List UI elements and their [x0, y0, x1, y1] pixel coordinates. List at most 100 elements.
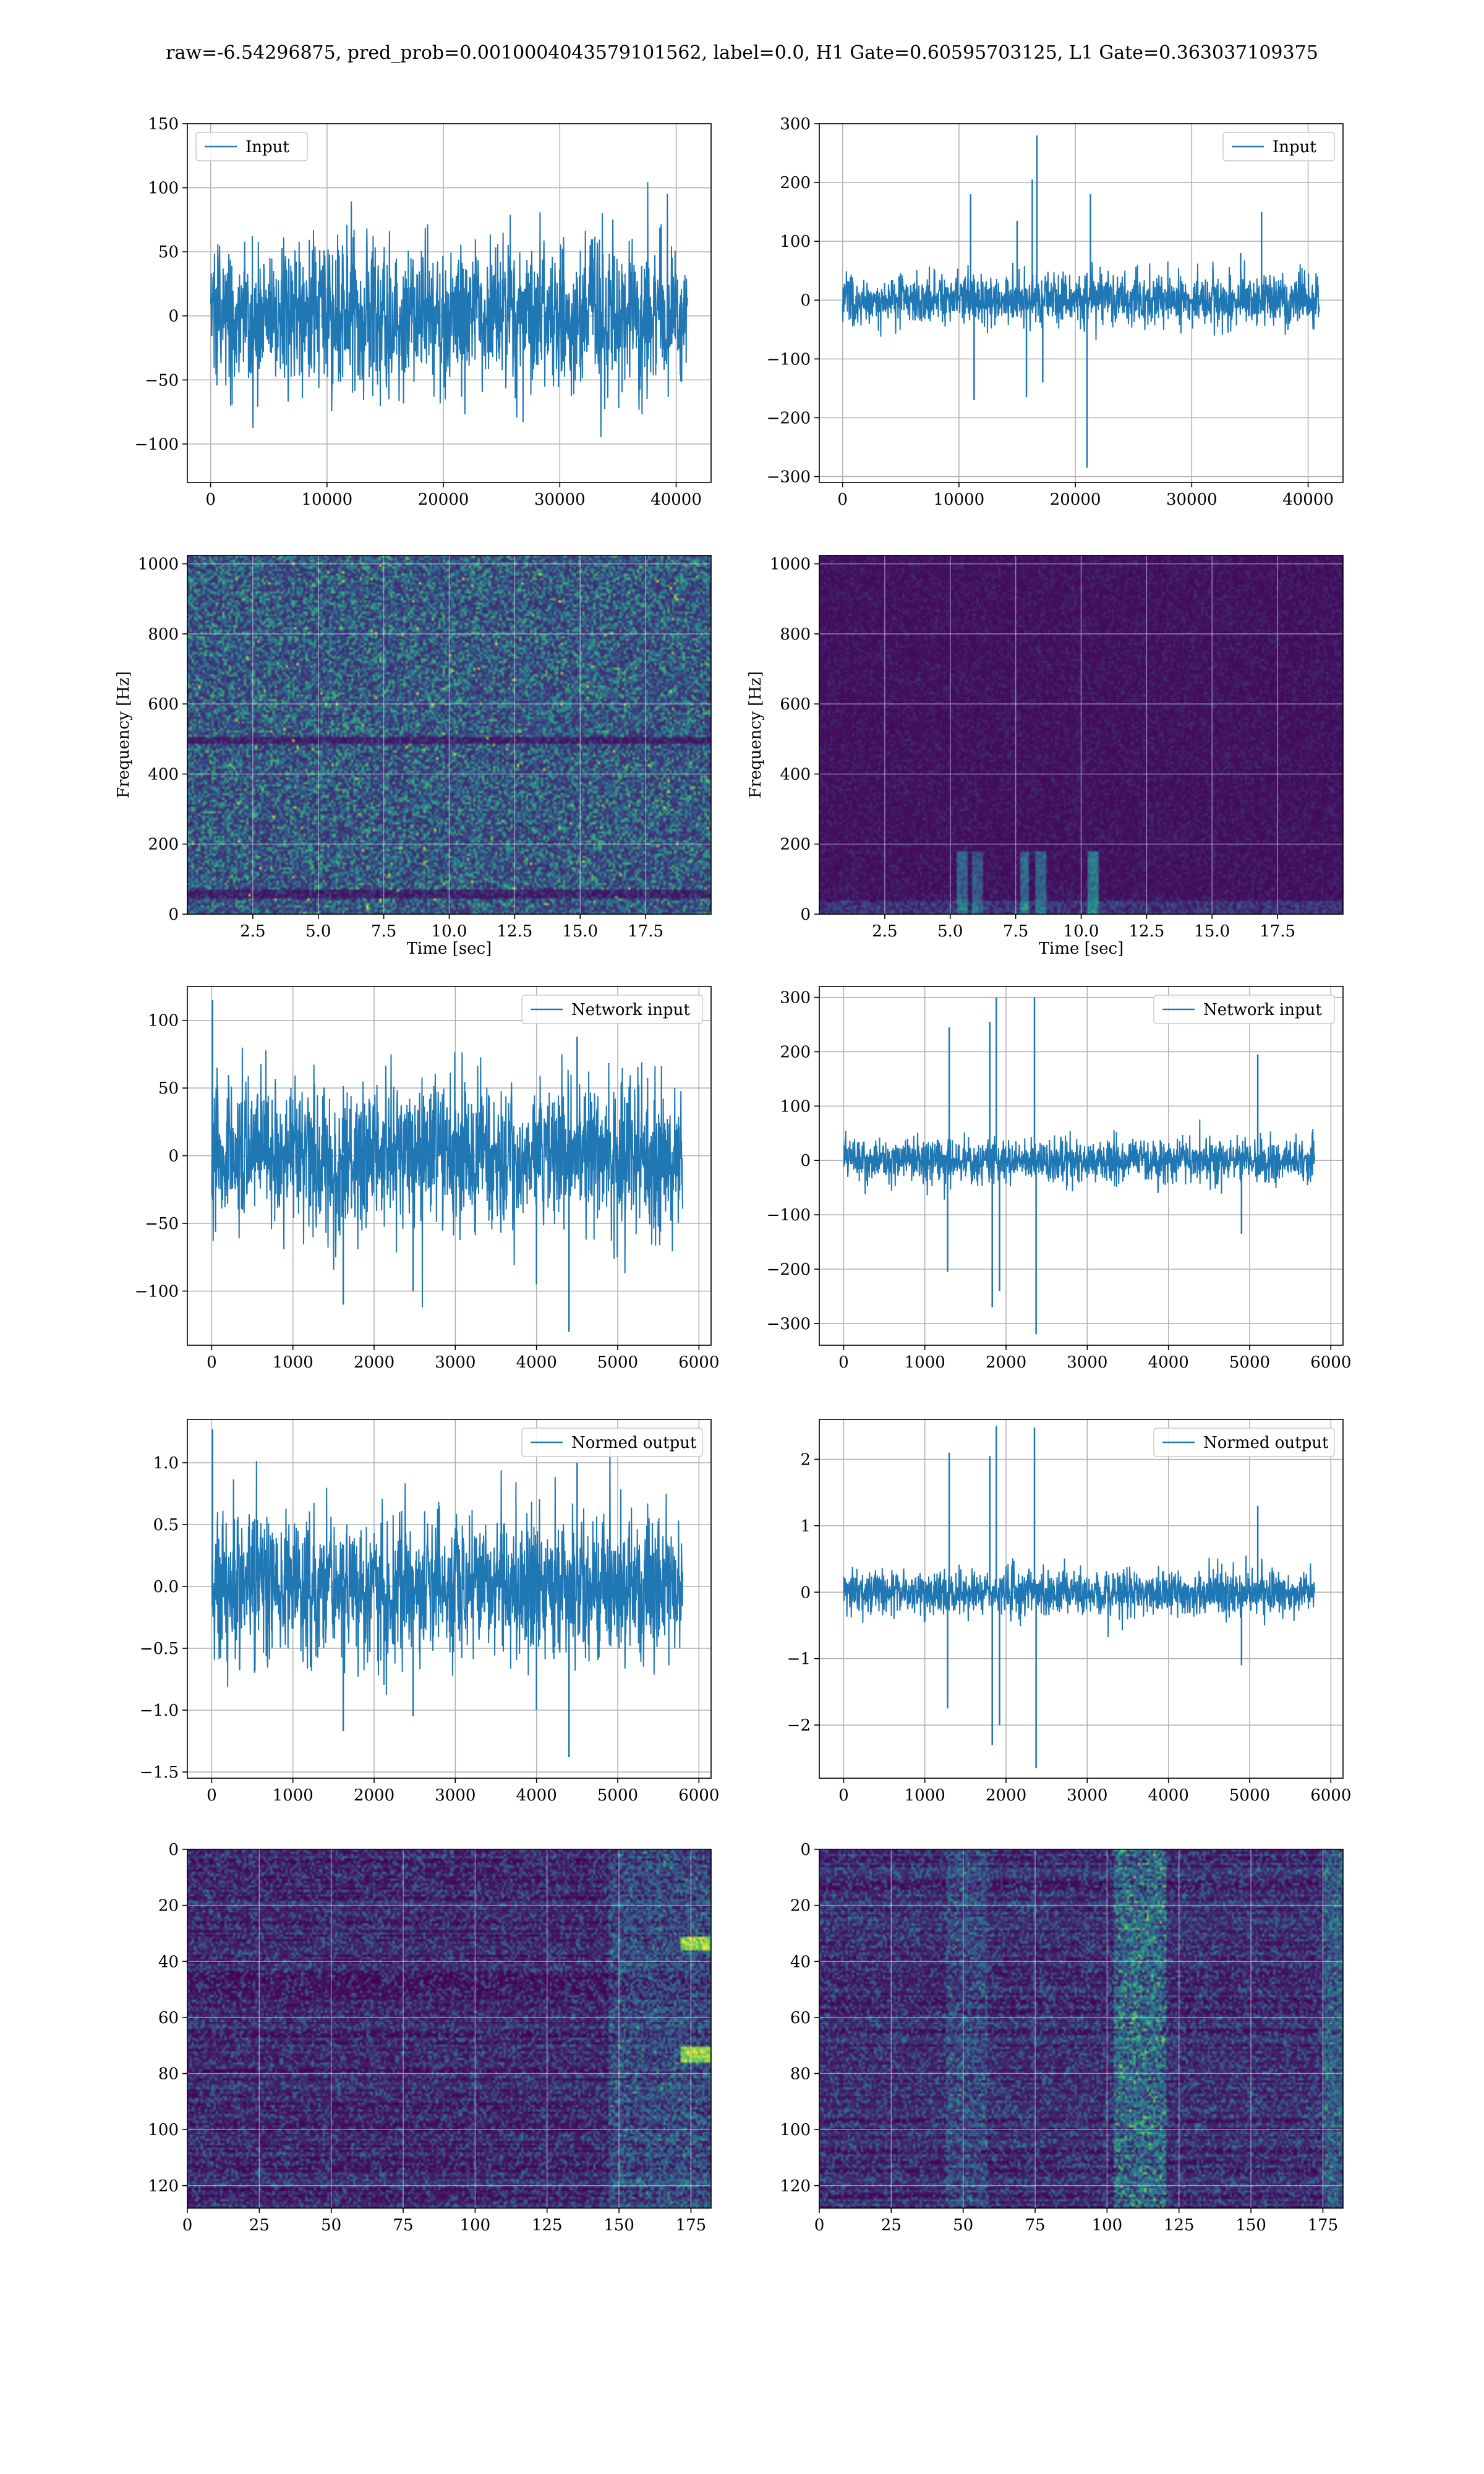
y-axis-label: Frequency [Hz] [114, 671, 133, 798]
y-tick-label: 100 [780, 233, 811, 251]
x-tick-label: 10.0 [432, 922, 467, 941]
x-tick-label: 5000 [597, 1786, 638, 1805]
y-tick-label: 1.0 [153, 1454, 179, 1473]
axes-frame [819, 1419, 1344, 1779]
y-tick-label: 100 [780, 2121, 811, 2139]
x-tick-label: 0 [837, 490, 848, 509]
axes-frame [819, 986, 1344, 1346]
x-tick-label: 125 [1164, 2216, 1195, 2235]
y-tick-label: 20 [158, 1897, 179, 1915]
panel-spectrogram-h1: 2.5 5.0 7.5 10.0 12.5 15.0 17.5 0 200 400 600 800 10… [114, 555, 712, 958]
x-tick-label: 0 [207, 1786, 217, 1805]
panel-normed-output-h1: 0 1000 2000 3000 4000 5000 6000 −1.5 −1.0 −0.5 0.0… [140, 1419, 719, 1805]
x-tick-label: 40000 [1282, 490, 1334, 509]
panel-input-h1: 0 10000 20000 30000 40000 −100 −50 0 50 100 150 Inp… [135, 115, 712, 509]
y-tick-label: 40 [158, 1953, 179, 1971]
y-tick-label: 0.5 [153, 1516, 179, 1534]
y-tick-label: 120 [780, 2177, 811, 2196]
heatmap-image [819, 1849, 1343, 2208]
x-tick-label: 150 [1235, 2216, 1266, 2235]
x-tick-label: 2000 [986, 1786, 1026, 1805]
y-tick-label: −50 [145, 1215, 179, 1233]
x-tick-label: 0 [838, 1353, 849, 1372]
series-line [843, 1556, 1315, 1638]
x-tick-label: 10000 [934, 490, 985, 509]
y-tick-label: 300 [780, 989, 811, 1008]
x-tick-label: 25 [249, 2216, 270, 2235]
legend: Normed output [521, 1427, 703, 1457]
y-tick-label: 50 [158, 1079, 179, 1098]
series-line [211, 1445, 683, 1695]
x-tick-label: 100 [1092, 2216, 1123, 2235]
panel-features-h1: 0 25 50 75 100 125 150 175 0 20 40 60 80 100 120 [148, 1841, 712, 2235]
y-tick-label: −1.5 [140, 1763, 179, 1782]
y-tick-label: −50 [145, 371, 179, 390]
y-tick-label: 200 [780, 836, 811, 854]
legend-label: Normed output [1203, 1434, 1329, 1452]
legend-label: Normed output [571, 1434, 697, 1452]
axes-frame [187, 986, 712, 1346]
x-tick-label: 2000 [986, 1353, 1026, 1372]
panel-normed-output-l1: 0 1000 2000 3000 4000 5000 6000 −2 −1 0 1 2 Normed o… [787, 1419, 1351, 1805]
heatmap-image [187, 1849, 711, 2208]
x-tick-label: 5.0 [937, 922, 963, 941]
legend: Input [1222, 132, 1335, 161]
x-tick-label: 0 [205, 490, 216, 509]
y-tick-label: 150 [148, 115, 179, 134]
x-tick-label: 1000 [273, 1353, 313, 1372]
x-tick-label: 7.5 [371, 922, 396, 941]
panel-input-l1: 0 10000 20000 30000 40000 −300 −200 −100 0 100 200… [767, 115, 1344, 509]
legend-box [1153, 995, 1335, 1024]
x-tick-label: 17.5 [628, 922, 663, 941]
y-tick-label: 0 [800, 1841, 811, 1859]
legend-box [1222, 132, 1335, 161]
y-tick-label: 0 [800, 291, 811, 310]
axes-frame [187, 123, 712, 483]
y-tick-label: 60 [158, 2009, 179, 2027]
y-tick-label: 80 [790, 2065, 811, 2084]
y-tick-label: 100 [780, 1097, 811, 1116]
x-axis-label: Time [sec] [1039, 940, 1124, 958]
y-tick-label: 80 [158, 2065, 179, 2084]
x-tick-label: 40000 [650, 490, 702, 509]
y-tick-label: 1000 [770, 555, 811, 574]
legend-box [521, 995, 703, 1024]
y-tick-label: 200 [780, 1043, 811, 1061]
series-line [210, 182, 688, 437]
x-tick-label: 4000 [1148, 1786, 1189, 1805]
legend-label: Network input [1203, 1001, 1322, 1019]
y-tick-label: 1000 [138, 555, 179, 574]
axes-frame [819, 123, 1344, 483]
y-tick-label: −200 [767, 409, 811, 427]
x-tick-label: 12.5 [497, 922, 532, 941]
series-line [211, 1047, 683, 1308]
y-tick-label: 600 [780, 695, 811, 714]
x-tick-label: 2.5 [872, 922, 897, 941]
legend-box [1153, 1427, 1335, 1457]
x-tick-label: 3000 [1067, 1786, 1107, 1805]
legend-label: Network input [571, 1001, 690, 1019]
y-tick-label: 300 [780, 115, 811, 134]
x-tick-label: 50 [321, 2216, 341, 2235]
legend-box [521, 1427, 703, 1457]
axes-frame [819, 1849, 1344, 2209]
x-tick-label: 6000 [1310, 1786, 1351, 1805]
x-tick-label: 1000 [905, 1353, 945, 1372]
legend-label: Input [1273, 138, 1316, 156]
x-tick-label: 75 [1025, 2216, 1045, 2235]
y-tick-label: 100 [148, 2121, 179, 2139]
legend-box [195, 132, 308, 161]
x-tick-label: 125 [532, 2216, 563, 2235]
y-tick-label: 0 [168, 905, 179, 924]
panel-network-input-h1: 0 1000 2000 3000 4000 5000 6000 −100 −50 0 50 100 Ne… [135, 986, 719, 1372]
legend-label: Input [245, 138, 289, 156]
y-tick-label: 100 [148, 1012, 179, 1030]
panel-network-input-l1: 0 1000 2000 3000 4000 5000 6000 −300 −200 −100 0 10… [767, 986, 1351, 1372]
legend: Network input [1153, 995, 1335, 1024]
y-tick-label: −300 [767, 468, 811, 486]
x-tick-label: 4000 [516, 1353, 557, 1372]
y-tick-label: −100 [135, 435, 179, 454]
y-tick-label: 0 [168, 307, 179, 326]
x-tick-label: 175 [1308, 2216, 1339, 2235]
